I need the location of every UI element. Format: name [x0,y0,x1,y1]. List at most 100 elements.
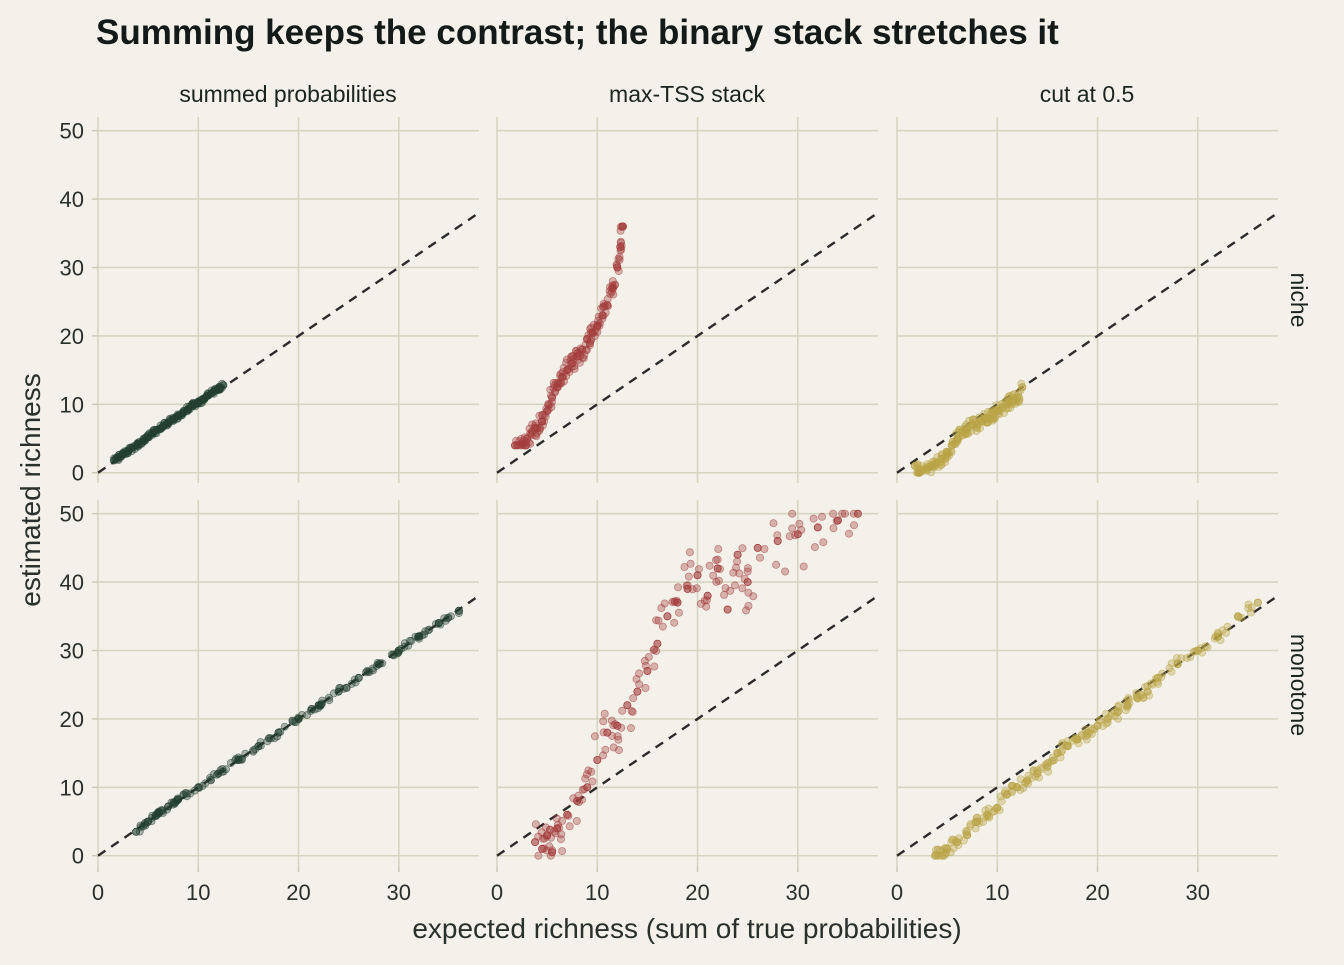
row-strip-monotone: monotone [1286,634,1312,736]
data-point [280,722,289,731]
data-point [680,563,689,572]
data-point [660,599,669,608]
data-point [608,283,617,292]
data-point [587,767,596,776]
identity-line [496,594,879,857]
data-point [1013,783,1022,792]
data-point [1223,622,1232,631]
data-point [523,434,532,443]
data-point [713,555,722,564]
x-tick-label: 20 [1085,880,1109,905]
data-point [1083,728,1092,737]
data-point [633,687,642,696]
panel-niche-1 [496,117,879,483]
data-point [738,544,747,553]
panel-monotone-1: 0 10 20 30 [491,500,879,905]
x-tick-label: 0 [92,880,104,905]
data-point [938,455,947,464]
data-point [614,746,623,755]
data-point [1213,632,1222,641]
data-point [1244,600,1253,609]
data-point [454,606,463,615]
data-point [1113,708,1122,717]
data-point [1023,776,1032,785]
data-point [769,519,778,528]
data-point [850,521,859,530]
data-point [613,732,622,741]
data-point [772,560,781,569]
y-axis-title: estimated richness [15,373,46,606]
y-tick-label: 20 [60,324,84,349]
data-point [853,509,862,518]
data-point [407,637,416,646]
series-niche-1 [510,222,628,450]
data-point [813,523,822,532]
data-point [1018,383,1027,392]
identity-line [896,211,1279,474]
data-point [1013,393,1022,402]
y-tick-label: 20 [60,707,84,732]
identity-line [496,211,879,474]
data-point [314,701,323,710]
data-point [342,683,351,692]
data-point [593,756,602,765]
data-point [434,619,443,628]
data-point [1253,598,1262,607]
x-tick-label: 10 [186,880,210,905]
data-point [599,751,608,760]
data-point [735,569,744,578]
data-point [983,810,992,819]
data-point [394,646,403,655]
data-point [693,571,702,580]
data-point [603,301,612,310]
data-point [374,660,383,669]
y-tick-label: 30 [60,639,84,664]
data-point [674,608,683,617]
series-monotone-3 [132,606,463,836]
panel-niche-0: 0 10 20 30 40 50 [60,117,480,486]
data-point [931,851,940,860]
data-point [365,668,374,677]
data-point [943,448,952,457]
y-tick-label: 0 [72,844,84,869]
data-point [573,352,582,361]
data-point [788,509,797,518]
data-point [653,639,662,648]
data-point [334,687,343,696]
data-point [510,441,519,450]
data-point [756,553,765,562]
data-point [531,838,540,847]
data-point [325,696,334,705]
data-point [615,252,624,261]
x-tick-label: 0 [491,880,503,905]
data-point [607,716,616,725]
data-point [720,590,729,599]
data-point [1233,612,1242,621]
data-point [943,844,952,853]
data-point [154,809,163,818]
data-point [685,548,694,557]
data-point [1153,673,1162,682]
data-point [558,816,567,825]
data-point [743,578,752,587]
data-point [603,728,612,737]
data-point [174,795,183,804]
data-point [810,543,819,552]
data-point [713,564,722,573]
data-point [841,509,850,518]
data-point [1103,714,1112,723]
data-point [558,847,567,856]
y-tick-label: 50 [60,119,84,144]
data-point [572,817,581,826]
data-point [590,732,599,741]
y-tick-label: 0 [72,461,84,486]
data-point [543,831,552,840]
data-point [1053,749,1062,758]
data-point [548,393,557,402]
data-point [785,532,794,541]
data-point [833,516,842,525]
data-point [1016,775,1025,784]
data-point [618,222,627,231]
data-point [819,538,828,547]
data-point [963,831,972,840]
